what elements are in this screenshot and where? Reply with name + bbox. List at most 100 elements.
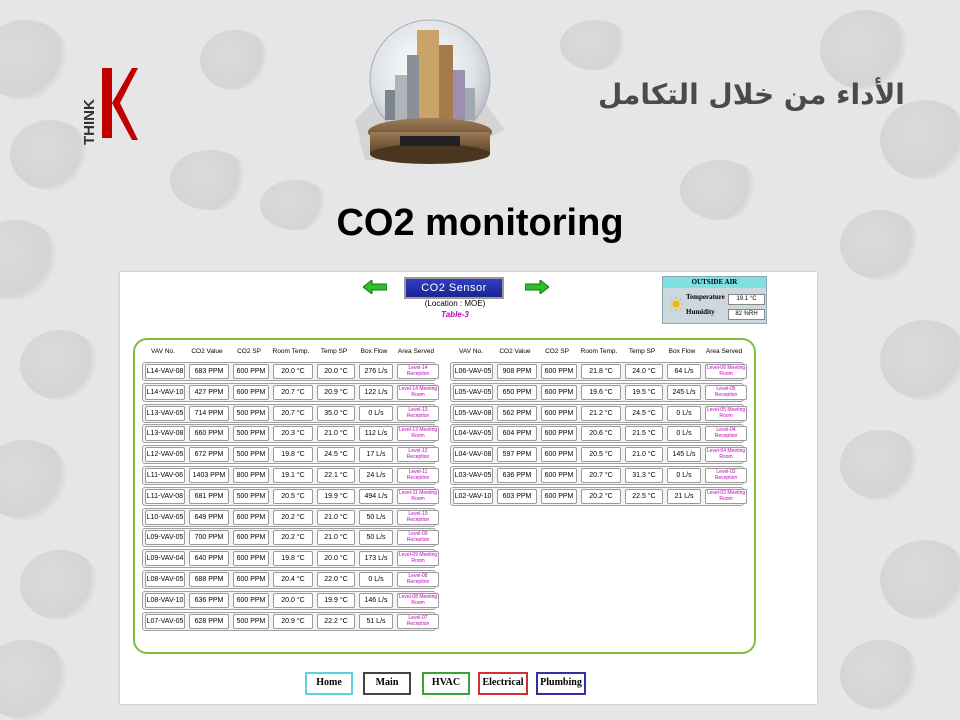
area-served-cell[interactable]: Level-05 Meeting Room: [705, 405, 747, 421]
area-served-cell[interactable]: Level-13 Meeting Room: [397, 426, 439, 442]
table-row: L02-VAV-10 603 PPM 600 PPM 20.2 °C 22.5 °C 21…: [450, 486, 747, 506]
table-row: L11-VAV-06 1403 PPM 800 PPM 19.1 °C 22.1 °C 2…: [142, 466, 439, 485]
area-served-cell[interactable]: Level-08 Reception: [397, 572, 439, 587]
room-temp-header: Room Temp.: [580, 348, 618, 355]
co2-sp-cell: 600 PPM: [541, 405, 577, 421]
co2-sp-cell: 500 PPM: [233, 447, 269, 463]
area-served-cell[interactable]: Level-12 Reception: [397, 447, 439, 463]
box-flow-cell: 64 L/s: [667, 364, 701, 379]
area-served-cell[interactable]: Level-03 Reception: [705, 468, 747, 483]
nav-button-plumbing[interactable]: Plumbing: [536, 672, 586, 695]
area-served-cell[interactable]: Level-05 Reception: [705, 384, 747, 400]
co2-sp-header: CO2 SP: [545, 348, 569, 355]
co2-sp-cell: 600 PPM: [541, 426, 577, 442]
nav-button-electrical[interactable]: Electrical: [478, 672, 528, 695]
co2-value-header: CO2 Value: [191, 348, 223, 355]
room-temp-cell: 21.2 °C: [581, 405, 621, 421]
area-served-cell[interactable]: Level-08 Meeting Room: [397, 592, 439, 608]
room-temp-cell: 19.1 °C: [273, 468, 313, 483]
nav-button-home[interactable]: Home: [305, 672, 353, 695]
co2-sp-cell: 500 PPM: [233, 488, 269, 504]
co2-sp-cell: 600 PPM: [541, 488, 577, 504]
table-row: L08-VAV-05 688 PPM 600 PPM 20.4 °C 22.0 °C 0 …: [142, 570, 439, 589]
vav-no-cell: L14-VAV-08: [145, 364, 185, 379]
vav-no-cell: L12-VAV-05: [145, 447, 185, 463]
temperature-value: 19.1 °C: [728, 294, 765, 305]
co2-sp-cell: 600 PPM: [541, 468, 577, 483]
area-served-cell[interactable]: Level-04 Reception: [705, 426, 747, 442]
arabic-tagline: الأداء من خلال التكامل: [598, 78, 905, 111]
nav-button-main[interactable]: Main: [363, 672, 411, 695]
area-served-cell[interactable]: Level-04 Meeting Room: [705, 447, 747, 463]
area-served-cell[interactable]: Level-09 Meeting Room: [397, 551, 439, 567]
box-flow-cell: 21 L/s: [667, 488, 701, 504]
globe-building-graphic: [355, 19, 505, 164]
box-flow-cell: 245 L/s: [667, 384, 701, 400]
temp-sp-cell: 22.1 °C: [317, 468, 355, 483]
temp-sp-cell: 19.9 °C: [317, 592, 355, 608]
co2-value-cell: 636 PPM: [497, 468, 537, 483]
co2-value-cell: 427 PPM: [189, 384, 229, 400]
co2-value-cell: 660 PPM: [189, 426, 229, 442]
vav-table-frame: VAV No. CO2 Value CO2 SP Room Temp. Temp SP B…: [133, 338, 756, 654]
co2-sp-cell: 600 PPM: [541, 364, 577, 379]
area-served-cell[interactable]: Level-11 Meeting Room: [397, 488, 439, 504]
temp-sp-cell: 24.0 °C: [625, 364, 663, 379]
area-served-cell[interactable]: Level-06 Meeting Room: [705, 364, 747, 379]
table-row: L03-VAV-05 636 PPM 600 PPM 20.7 °C 31.3 °C 0 …: [450, 466, 747, 485]
co2-sp-cell: 600 PPM: [233, 364, 269, 379]
box-flow-cell: 50 L/s: [359, 530, 393, 546]
table-row: L09-VAV-05 700 PPM 600 PPM 20.2 °C 21.0 °C 50…: [142, 528, 439, 548]
vav-no-cell: L11-VAV-06: [145, 468, 185, 483]
co2-sp-header: CO2 SP: [237, 348, 261, 355]
co2-value-cell: 636 PPM: [189, 592, 229, 608]
co2-sensor-panel: CO2 Sensor (Location : MOE) Table-3 OUTS…: [120, 272, 817, 704]
logo-text: THINK: [81, 99, 98, 145]
box-flow-cell: 173 L/s: [359, 551, 393, 567]
co2-value-cell: 603 PPM: [497, 488, 537, 504]
outside-air-title: OUTSIDE AIR: [663, 277, 766, 288]
vav-no-cell: L11-VAV-08: [145, 488, 185, 504]
temp-sp-cell: 21.0 °C: [317, 426, 355, 442]
co2-value-cell: 628 PPM: [189, 613, 229, 629]
vav-no-cell: L07-VAV-05: [145, 613, 185, 629]
area-served-header: Area Served: [705, 348, 743, 355]
area-served-cell[interactable]: Level-13 Reception: [397, 405, 439, 421]
table-row: L10-VAV-05 649 PPM 600 PPM 20.2 °C 21.0 °C 50…: [142, 507, 439, 527]
nav-button-hvac[interactable]: HVAC: [422, 672, 470, 695]
area-served-cell[interactable]: Level-07 Reception: [397, 613, 439, 629]
think-logo: THINK: [81, 68, 138, 145]
table-row: L08-VAV-10 636 PPM 600 PPM 20.0 °C 19.9 °C 14…: [142, 590, 439, 610]
temp-sp-cell: 21.5 °C: [625, 426, 663, 442]
co2-value-cell: 908 PPM: [497, 364, 537, 379]
co2-value-cell: 688 PPM: [189, 572, 229, 587]
vav-no-cell: L13-VAV-08: [145, 426, 185, 442]
table-label: Table-3: [441, 310, 469, 319]
area-served-cell[interactable]: Level-11 Reception: [397, 468, 439, 483]
temp-sp-cell: 31.3 °C: [625, 468, 663, 483]
area-served-cell[interactable]: Level-14 Reception: [397, 364, 439, 379]
co2-value-cell: 562 PPM: [497, 405, 537, 421]
co2-sp-cell: 500 PPM: [233, 613, 269, 629]
area-served-cell[interactable]: Level-10 Reception: [397, 509, 439, 525]
arrow-left-icon[interactable]: [363, 280, 387, 294]
temp-sp-header: Temp SP: [320, 348, 348, 355]
area-served-cell[interactable]: Level-14 Meeting Room: [397, 384, 439, 400]
arrow-right-icon[interactable]: [525, 280, 549, 294]
room-temp-cell: 21.8 °C: [581, 364, 621, 379]
box-flow-cell: 494 L/s: [359, 488, 393, 504]
table-row: L06-VAV-05 908 PPM 600 PPM 21.8 °C 24.0 °C 64…: [450, 362, 747, 381]
room-temp-cell: 20.0 °C: [273, 364, 313, 379]
table-row: L13-VAV-08 660 PPM 500 PPM 20.3 °C 21.0 °C 11…: [142, 424, 439, 444]
room-temp-cell: 20.7 °C: [581, 468, 621, 483]
area-served-cell[interactable]: Level-02 Meeting Room: [705, 488, 747, 504]
vav-no-cell: L05-VAV-05: [453, 384, 493, 400]
co2-value-header: CO2 Value: [499, 348, 531, 355]
area-served-cell[interactable]: Level-09 Reception: [397, 530, 439, 546]
co2-value-cell: 604 PPM: [497, 426, 537, 442]
table-row: L04-VAV-05 604 PPM 600 PPM 20.6 °C 21.5 °C 0 …: [450, 424, 747, 444]
box-flow-cell: 51 L/s: [359, 613, 393, 629]
vav-no-cell: L09-VAV-05: [145, 530, 185, 546]
co2-sp-cell: 600 PPM: [541, 384, 577, 400]
room-temp-cell: 20.7 °C: [273, 405, 313, 421]
